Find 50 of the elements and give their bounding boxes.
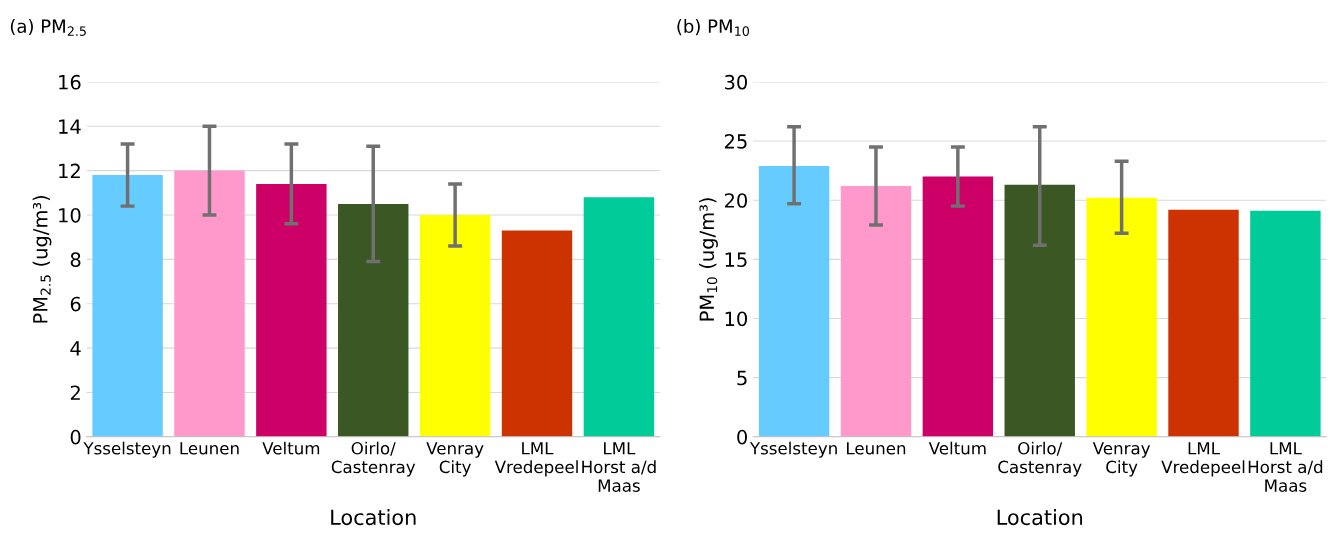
x-tick-label: Ysselsteyn (749, 441, 837, 458)
bar (92, 175, 163, 437)
bar (1004, 184, 1075, 437)
x-tick-label: Leunen (180, 442, 239, 455)
bar (1168, 209, 1239, 437)
bar (419, 214, 491, 437)
bar (583, 197, 655, 437)
y-tick-label: 5 (737, 370, 747, 386)
bar (1086, 197, 1157, 437)
chart-title: (a) PM$_{2.5}$ (10, 19, 86, 36)
x-tick-label: Veltum (262, 441, 320, 455)
bar (758, 165, 830, 437)
y-tick-label: 14 (59, 119, 81, 134)
bar (501, 230, 573, 437)
y-tick-label: 20 (724, 193, 747, 208)
x-tick-label: Oirlo/ Castenray (331, 441, 416, 477)
y-tick-label: 12 (59, 163, 80, 179)
y-tick-label: 6 (70, 296, 81, 312)
bar (256, 183, 327, 437)
x-tick-label: Ysselsteyn (83, 441, 171, 458)
y-axis-title: PM$_{10}$ (ug/m³) (699, 198, 718, 321)
y-tick-label: 4 (70, 341, 81, 356)
x-axis-title: Location (997, 509, 1083, 526)
y-tick-label: 8 (70, 252, 81, 268)
chart-title: (b) PM$_{10}$ (677, 19, 749, 36)
x-tick-label: LML Horst a/d Maas (582, 442, 656, 492)
y-tick-label: 0 (737, 429, 747, 445)
y-axis-title: PM$_{2.5}$ (ug/m³) (32, 195, 52, 323)
bar (338, 203, 409, 437)
y-tick-label: 2 (70, 385, 80, 400)
y-tick-label: 25 (724, 134, 747, 149)
bar (174, 170, 245, 437)
x-tick-label: Oirlo/ Castenray (998, 441, 1082, 477)
y-tick-label: 30 (725, 74, 747, 90)
x-tick-label: Venray City (426, 442, 484, 477)
y-tick-label: 10 (725, 311, 747, 327)
y-tick-label: 0 (70, 429, 81, 445)
y-tick-label: 15 (725, 252, 747, 268)
x-tick-label: LML Vredepeel (1161, 442, 1245, 477)
bar (1250, 210, 1321, 437)
bar (840, 186, 912, 437)
bar (922, 176, 994, 437)
x-tick-label: Veltum (928, 441, 986, 455)
y-tick-label: 16 (59, 74, 81, 90)
x-tick-label: Leunen (847, 442, 906, 455)
y-tick-label: 10 (59, 207, 81, 223)
x-tick-label: LML Horst a/d Maas (1248, 442, 1323, 492)
x-tick-label: Venray City (1092, 442, 1151, 477)
x-axis-title: Location (331, 509, 416, 526)
x-tick-label: LML Vredepeel (494, 442, 578, 477)
